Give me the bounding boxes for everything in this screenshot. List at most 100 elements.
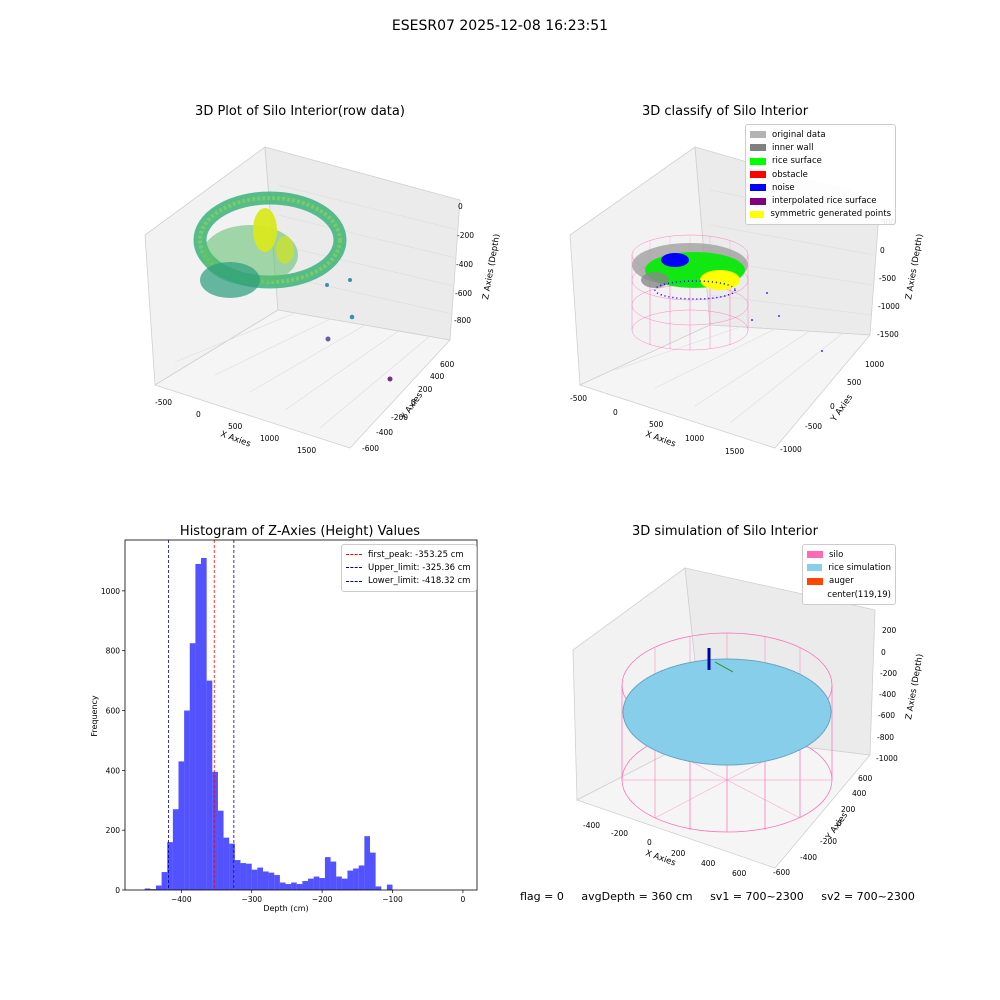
- histogram-bar: [178, 761, 185, 890]
- histogram-bar: [167, 842, 173, 890]
- x-tick-label: −300: [241, 895, 262, 904]
- legend-swatch: [750, 157, 766, 165]
- legend-item-rice: rice simulation: [807, 561, 891, 574]
- panel2-z-ticks: 500 0 -500 -1000 -1500: [877, 218, 900, 339]
- legend-item-silo: silo: [807, 548, 891, 561]
- panel1-title: 3D Plot of Silo Interior(row data): [195, 104, 405, 119]
- panel1-z-ticks: 0 -200 -400 -600 -800: [454, 202, 474, 325]
- z-tick: -200: [457, 231, 474, 240]
- z-tick: 200: [882, 626, 897, 635]
- histogram-bar: [347, 870, 354, 890]
- z-tick: -400: [879, 690, 896, 699]
- histogram-bar: [229, 843, 235, 890]
- panel4-zlabel: Z Axies (Depth): [904, 653, 925, 720]
- legend-label: symmetric generated points: [770, 209, 891, 220]
- flag-text: flag = 0: [520, 890, 564, 903]
- histogram-bar: [240, 863, 247, 890]
- histogram-bar: [246, 863, 252, 890]
- histogram-bar: [161, 872, 168, 890]
- histogram-bar: [206, 680, 213, 890]
- outlier-point: [325, 336, 331, 342]
- y-tick: 1000: [865, 360, 884, 369]
- legend-item-symmetric: symmetric generated points: [750, 208, 891, 221]
- legend-swatch: [807, 577, 823, 585]
- histogram-bar: [313, 876, 320, 890]
- legend-swatch: [750, 171, 766, 179]
- sv1-text: sv1 = 700~2300: [710, 890, 804, 903]
- y-tick: -200: [820, 837, 837, 846]
- legend-label: silo: [829, 549, 844, 560]
- legend-swatch: [750, 184, 766, 192]
- legend-label: noise: [772, 182, 795, 193]
- y-tick: 0: [837, 819, 842, 828]
- legend-label: auger: [829, 576, 854, 587]
- panel1-zlabel: Z Axies (Depth): [481, 233, 500, 300]
- y-tick: 200: [841, 805, 856, 814]
- histogram-bar: [201, 557, 207, 890]
- panel4-z-ticks: 200 0 -200 -400 -600 -800 -1000: [876, 626, 898, 763]
- z-tick: -600: [878, 711, 895, 720]
- z-tick: -1000: [878, 302, 900, 311]
- y-tick-label: 200: [106, 826, 121, 835]
- legend-line: [346, 580, 362, 582]
- legend-swatch: [807, 564, 823, 572]
- legend-label: inner wall: [772, 142, 814, 153]
- y-tick-label: 800: [106, 647, 121, 656]
- y-tick: 600: [440, 360, 455, 369]
- histogram-bar: [324, 857, 331, 890]
- legend-swatch: [750, 144, 766, 152]
- z-tick: -800: [877, 733, 894, 742]
- panel4-rice-surface: [622, 658, 832, 766]
- legend-swatch: [750, 197, 766, 205]
- histogram-bar: [285, 884, 292, 890]
- legend-item-upper: Upper_limit: -325.36 cm: [346, 561, 472, 574]
- legend-label: interpolated rice surface: [772, 196, 877, 207]
- legend-label: first_peak: -353.25 cm: [368, 549, 464, 560]
- legend-item-noise: noise: [750, 181, 891, 194]
- histogram-bar: [195, 563, 202, 890]
- x-tick: 1500: [725, 447, 744, 456]
- outlier-point: [387, 376, 393, 382]
- histogram-bar: [274, 875, 280, 890]
- x-tick: 200: [671, 849, 686, 858]
- legend-swatch: [750, 131, 766, 139]
- histogram-bar: [279, 882, 286, 890]
- histogram-ylabel: Frequency: [90, 695, 99, 737]
- z-tick: -1000: [876, 754, 898, 763]
- x-tick-label: −100: [382, 895, 403, 904]
- histogram-bar: [234, 860, 241, 890]
- histogram-bar: [150, 889, 156, 890]
- legend-label: original data: [772, 129, 826, 140]
- z-tick: -500: [879, 274, 896, 283]
- x-tick: 600: [732, 869, 747, 878]
- x-tick: 1000: [685, 434, 704, 443]
- legend-line: [346, 554, 362, 556]
- legend-label: Lower_limit: -418.32 cm: [368, 576, 471, 587]
- legend-item-interp: interpolated rice surface: [750, 194, 891, 207]
- y-tick: -400: [376, 428, 393, 437]
- histogram-x-ticks: −400 −300 −200 −100 0: [171, 890, 466, 904]
- histogram-bar: [330, 861, 337, 890]
- panel1-grid: [174, 184, 459, 429]
- histogram-bar: [302, 881, 309, 890]
- y-tick: 200: [418, 385, 433, 394]
- legend-item-original: original data: [750, 128, 891, 141]
- histogram-bar: [308, 878, 314, 890]
- x-tick: 0: [196, 410, 201, 419]
- legend-swatch: [807, 551, 823, 559]
- legend-item-wall: inner wall: [750, 141, 891, 154]
- x-tick: 500: [228, 422, 243, 431]
- panel2-y-ticks: -1000 -500 0 500 1000: [780, 360, 884, 454]
- legend-label: Upper_limit: -325.36 cm: [368, 562, 471, 573]
- histogram-bar: [364, 836, 370, 890]
- panel4-legend: silo rice simulation auger center(119,19…: [802, 544, 896, 606]
- panel4-x-ticks: -400 -200 0 200 400 600: [583, 821, 747, 878]
- legend-swatch: [807, 591, 822, 599]
- z-tick: 0: [881, 648, 886, 657]
- avg-depth-text: avgDepth = 360 cm: [581, 890, 693, 903]
- z-tick: -400: [456, 260, 473, 269]
- histogram-bar: [358, 865, 365, 890]
- histogram-bar: [369, 852, 376, 890]
- histogram-bar: [291, 882, 297, 890]
- legend-label: obstacle: [772, 169, 808, 180]
